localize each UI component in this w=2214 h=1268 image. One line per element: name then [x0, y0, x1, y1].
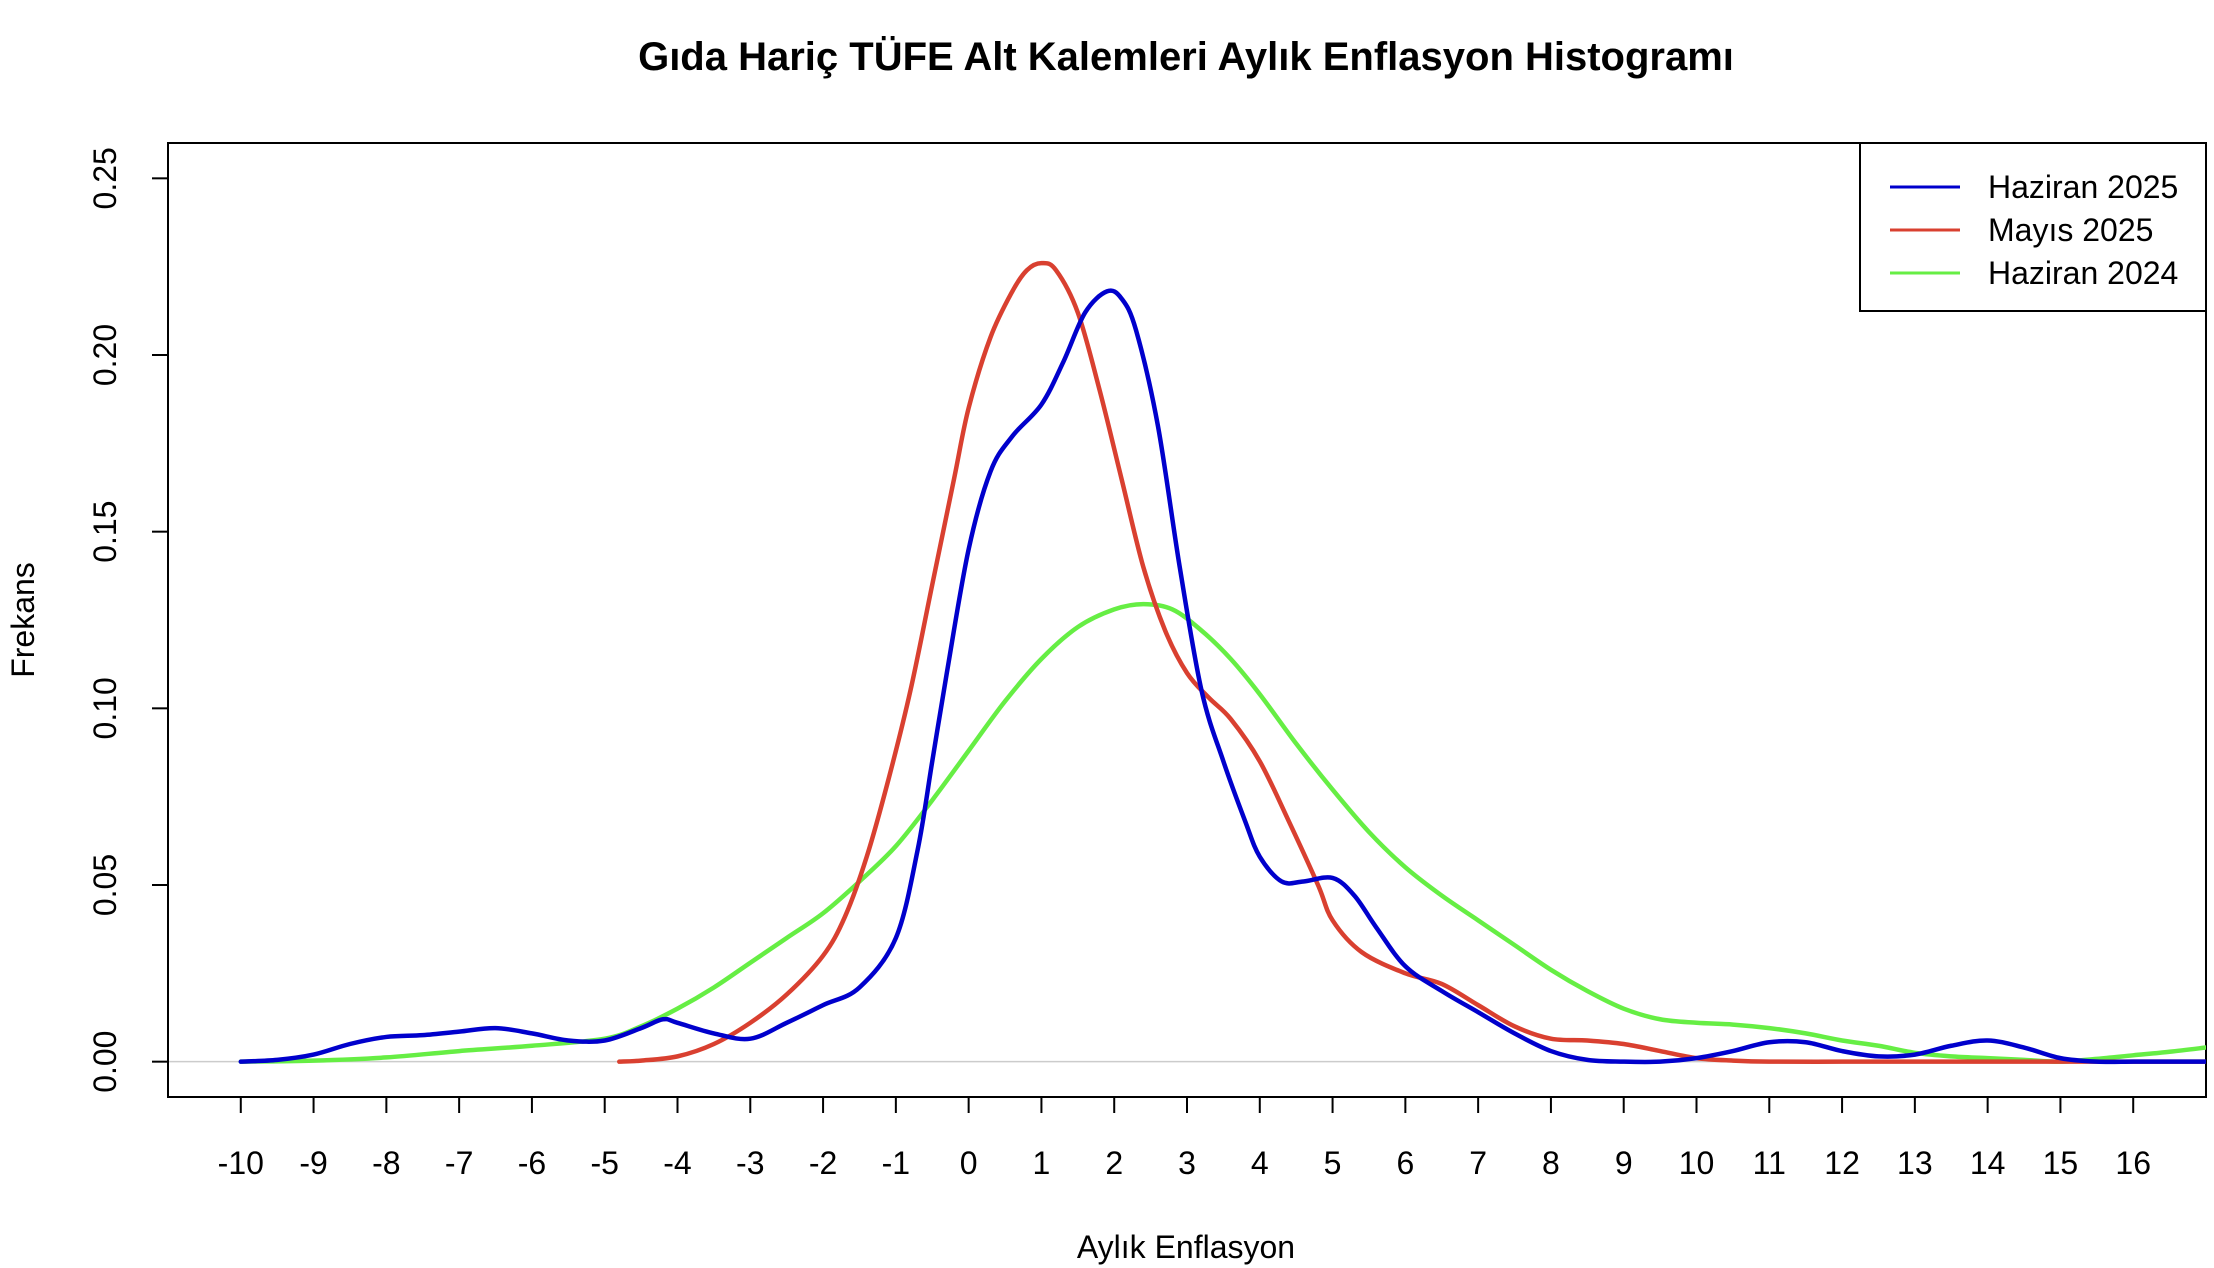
x-tick-label: 7	[1469, 1145, 1487, 1181]
x-tick-label: -9	[299, 1145, 327, 1181]
legend-label-mayis-2025: Mayıs 2025	[1988, 212, 2153, 248]
x-tick-label: 0	[960, 1145, 978, 1181]
x-tick-label: 16	[2115, 1145, 2151, 1181]
x-tick-label: -4	[663, 1145, 691, 1181]
y-tick-label: 0.10	[87, 677, 123, 739]
chart-title: Gıda Hariç TÜFE Alt Kalemleri Aylık Enfl…	[638, 34, 1734, 79]
x-tick-label: 6	[1396, 1145, 1414, 1181]
x-tick-label: -6	[518, 1145, 546, 1181]
y-tick-label: 0.05	[87, 854, 123, 916]
x-tick-label: -3	[736, 1145, 764, 1181]
y-tick-label: 0.25	[87, 147, 123, 209]
x-tick-label: -1	[882, 1145, 910, 1181]
series-layer	[238, 260, 2206, 1065]
series-line-haziran-2024	[238, 601, 2206, 1064]
y-tick-label: 0.20	[87, 324, 123, 386]
x-tick-label: -8	[372, 1145, 400, 1181]
x-tick-label: 3	[1178, 1145, 1196, 1181]
x-tick-label: 14	[1970, 1145, 2006, 1181]
x-tick-label: 1	[1033, 1145, 1051, 1181]
series-line-mayis-2025	[617, 260, 2206, 1064]
x-tick-label: 5	[1324, 1145, 1342, 1181]
y-axis-label: Frekans	[5, 562, 41, 678]
x-tick-label: 10	[1679, 1145, 1715, 1181]
x-tick-label: 15	[2043, 1145, 2079, 1181]
legend: Haziran 2025 Mayıs 2025 Haziran 2024	[1859, 142, 2207, 312]
legend-box	[1859, 142, 2207, 312]
x-axis: -10 -9 -8 -7 -6 -5 -4 -3 -2 -1 0 1 2 3 4 5 6 7 8 9 10 11 12 13 1…	[218, 1096, 2151, 1181]
x-tick-label: -7	[445, 1145, 473, 1181]
x-tick-label: 13	[1897, 1145, 1933, 1181]
series-line-haziran-2025	[238, 288, 2206, 1065]
y-tick-label: 0.15	[87, 501, 123, 563]
x-tick-label: -2	[809, 1145, 837, 1181]
legend-label-haziran-2024: Haziran 2024	[1988, 255, 2178, 291]
x-tick-label: -5	[590, 1145, 618, 1181]
x-tick-label: 4	[1251, 1145, 1269, 1181]
y-tick-label: 0.00	[87, 1031, 123, 1093]
legend-label-haziran-2025: Haziran 2025	[1988, 169, 2178, 205]
x-tick-label: 8	[1542, 1145, 1560, 1181]
x-tick-label: 2	[1105, 1145, 1123, 1181]
x-tick-label: -10	[218, 1145, 264, 1181]
x-axis-label: Aylık Enflasyon	[1077, 1229, 1295, 1265]
x-tick-label: 12	[1824, 1145, 1860, 1181]
y-axis: 0.00 0.05 0.10 0.15 0.20 0.25	[87, 147, 168, 1093]
x-tick-label: 9	[1615, 1145, 1633, 1181]
x-tick-label: 11	[1753, 1145, 1786, 1181]
